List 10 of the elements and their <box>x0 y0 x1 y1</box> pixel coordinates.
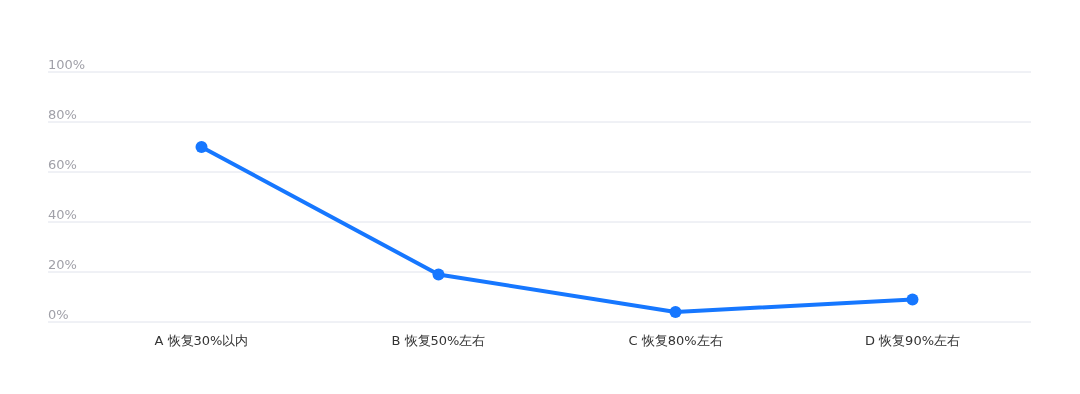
y-tick-label: 40% <box>48 207 77 222</box>
y-tick-label: 20% <box>48 257 77 272</box>
x-tick-label: C 恢复80%左右 <box>628 333 723 348</box>
y-tick-label: 80% <box>48 107 77 122</box>
x-tick-label: D 恢复90%左右 <box>864 333 961 348</box>
y-tick-label: 100% <box>48 57 86 72</box>
x-tick-label: B 恢复50%左右 <box>391 333 486 348</box>
y-tick-label: 60% <box>48 157 77 172</box>
y-tick-label: 0% <box>48 307 69 322</box>
x-tick-label: A 恢复30%以内 <box>154 333 249 348</box>
